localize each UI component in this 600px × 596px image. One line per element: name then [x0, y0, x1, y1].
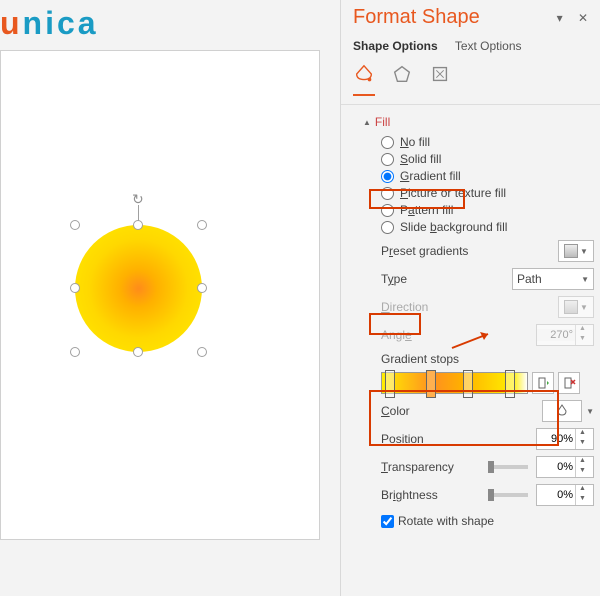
type-dropdown[interactable]: Path▼	[512, 268, 594, 290]
brightness-label: Brightness	[363, 488, 438, 502]
type-row: Type Path▼	[363, 268, 598, 290]
resize-handle[interactable]	[133, 347, 143, 357]
brightness-row: Brightness ▲▼	[363, 484, 598, 506]
panel-close-icon[interactable]: ✕	[578, 11, 588, 25]
rotate-with-shape-row[interactable]: Rotate with shape	[381, 514, 598, 528]
selected-shape[interactable]: ↻	[61, 211, 216, 366]
logo-rest: nica	[23, 5, 99, 41]
brightness-spinner[interactable]: ▲▼	[536, 484, 594, 506]
type-value: Path	[517, 272, 542, 286]
resize-handle[interactable]	[197, 283, 207, 293]
rotate-checkbox[interactable]	[381, 515, 394, 528]
fill-category-icon[interactable]	[353, 63, 375, 96]
resize-handle[interactable]	[70, 283, 80, 293]
panel-title: Format Shape	[353, 6, 480, 29]
category-icons	[341, 57, 600, 105]
option-tabs: Shape Options Text Options	[341, 31, 600, 57]
fill-section-label: Fill	[375, 115, 390, 129]
preset-label: Preset gradients	[363, 244, 468, 258]
preset-gradients-row: Preset gradients ▼	[363, 240, 598, 262]
angle-spinner: ▲▼	[536, 324, 594, 346]
format-shape-panel: Format Shape ▾ ✕ Shape Options Text Opti…	[340, 0, 600, 596]
resize-handle[interactable]	[197, 347, 207, 357]
tab-shape-options[interactable]: Shape Options	[353, 39, 438, 53]
brightness-slider[interactable]	[488, 493, 528, 497]
logo-u: u	[0, 5, 23, 41]
radio-slide-bg-fill[interactable]: Slide background fill	[381, 220, 598, 234]
rotate-label: Rotate with shape	[398, 514, 494, 528]
radio-no-fill[interactable]: NNo fillo fill	[381, 135, 598, 149]
preset-dropdown[interactable]: ▼	[558, 240, 594, 262]
shape-circle[interactable]	[75, 225, 202, 352]
panel-header: Format Shape ▾ ✕	[341, 0, 600, 31]
arrow-annotation	[450, 330, 496, 350]
type-label: Type	[363, 272, 407, 286]
slide-canvas[interactable]: ↻	[0, 50, 320, 540]
resize-handle[interactable]	[133, 220, 143, 230]
transparency-spinner[interactable]: ▲▼	[536, 456, 594, 478]
gradient-stops-label: Gradient stops	[363, 352, 598, 366]
direction-label: Direction	[363, 300, 428, 314]
resize-handle[interactable]	[70, 220, 80, 230]
highlight-annotation	[369, 390, 559, 446]
highlight-annotation	[369, 189, 465, 209]
panel-menu-icon[interactable]: ▾	[557, 11, 563, 25]
transparency-slider[interactable]	[488, 465, 528, 469]
tab-text-options[interactable]: Text Options	[455, 39, 522, 53]
highlight-annotation	[369, 313, 421, 335]
radio-solid-fill[interactable]: Solid fill	[381, 152, 598, 166]
resize-handle[interactable]	[197, 220, 207, 230]
effects-category-icon[interactable]	[391, 63, 413, 96]
resize-handle[interactable]	[70, 347, 80, 357]
collapse-icon: ▲	[363, 118, 371, 127]
direction-dropdown: ▼	[558, 296, 594, 318]
logo: unica	[0, 5, 99, 42]
transparency-row: Transparency ▲▼	[363, 456, 598, 478]
remove-stop-button[interactable]	[558, 372, 580, 394]
radio-gradient-fill[interactable]: Gradient fill	[381, 169, 598, 183]
transparency-label: Transparency	[363, 460, 454, 474]
size-category-icon[interactable]	[429, 63, 451, 96]
fill-section-header[interactable]: ▲ Fill	[363, 115, 598, 129]
rotate-handle[interactable]: ↻	[132, 191, 144, 208]
